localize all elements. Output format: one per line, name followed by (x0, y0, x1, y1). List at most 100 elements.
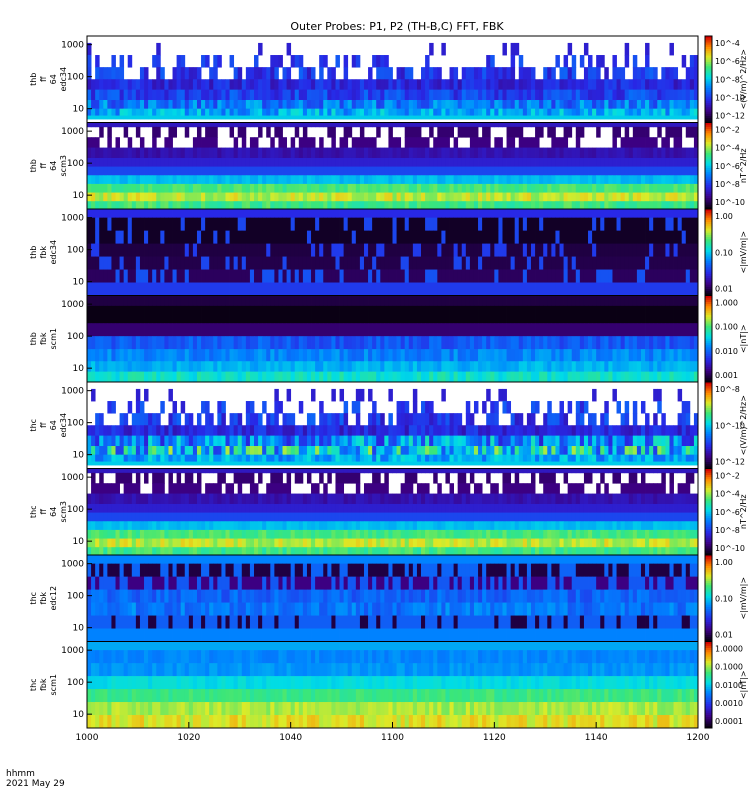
spectrogram-cell (241, 157, 247, 168)
spectrogram-cell (421, 209, 426, 219)
spectrogram-cell (412, 295, 418, 307)
colorbar-segment (705, 282, 712, 286)
spectrogram-cell (91, 269, 96, 283)
colorbar-segment (705, 366, 712, 370)
spectrogram-cell (640, 282, 646, 296)
spectrogram-cell (494, 217, 499, 232)
spectrogram-cell (229, 243, 235, 257)
spectrogram-cell (302, 361, 308, 373)
colorbar-segment (705, 306, 712, 309)
spectrogram-cell (180, 217, 186, 232)
spectrogram-cell (498, 175, 503, 185)
spectrogram-cell (172, 371, 178, 383)
spectrogram-cell (368, 157, 373, 168)
spectrogram-cell (359, 305, 365, 324)
spectrogram-cell (156, 42, 161, 56)
spectrogram-cell (282, 361, 287, 373)
spectrogram-cell (498, 166, 503, 176)
spectrogram-cell (616, 401, 621, 414)
spectrogram-cell (681, 269, 687, 283)
spectrogram-cell (640, 137, 646, 148)
spectrogram-cell (115, 295, 120, 307)
spectrogram-cell (396, 323, 402, 337)
spectrogram-cell (514, 209, 520, 219)
spectrogram-cell (343, 413, 349, 426)
spectrogram-cell (632, 166, 638, 176)
spectrogram-cell (665, 282, 670, 296)
spectrogram-cell (392, 323, 397, 337)
spectrogram-cell (588, 425, 593, 437)
spectrogram-cell (661, 122, 666, 128)
spectrogram-cell (123, 79, 129, 91)
spectrogram-cell (620, 166, 626, 176)
spectrogram-cell (473, 166, 479, 176)
spectrogram-cell (429, 295, 434, 307)
spectrogram-cell (160, 122, 165, 128)
spectrogram-cell (131, 349, 137, 362)
spectrogram-cell (685, 349, 691, 362)
spectrogram-cell (135, 166, 141, 176)
spectrogram-cell (152, 349, 157, 362)
spectrogram-cell (258, 305, 263, 324)
spectrogram-cell (188, 201, 194, 210)
spectrogram-cell (148, 413, 153, 426)
spectrogram-cell (131, 79, 137, 91)
spectrogram-cell (347, 336, 353, 350)
spectrogram-cell (192, 157, 198, 168)
spectrogram-cell (408, 100, 414, 110)
spectrogram-cell (266, 230, 271, 245)
colorbar-segment (705, 289, 712, 292)
colorbar-segment (705, 161, 712, 164)
spectrogram-cell (384, 122, 389, 128)
spectrogram-cell (689, 126, 695, 138)
spectrogram-cell (592, 336, 597, 350)
spectrogram-cell (294, 305, 300, 324)
spectrogram-cell (445, 89, 450, 101)
spectrogram-cell (494, 371, 499, 383)
spectrogram-cell (99, 89, 104, 101)
spectrogram-cell (188, 323, 194, 337)
spectrogram-cell (148, 166, 153, 176)
spectrogram-cell (148, 157, 153, 168)
spectrogram-cell (363, 230, 369, 245)
spectrogram-cell (640, 175, 646, 185)
spectrogram-cell (274, 115, 279, 120)
spectrogram-cell (302, 349, 308, 362)
spectrogram-cell (298, 175, 304, 185)
spectrogram-cell (616, 217, 621, 232)
spectrogram-cell (229, 166, 235, 176)
spectrogram-cell (457, 230, 463, 245)
spectrogram-cell (339, 122, 345, 128)
spectrogram-cell (608, 157, 613, 168)
spectrogram-cell (327, 323, 332, 337)
spectrogram-cell (359, 175, 365, 185)
spectrogram-cell (241, 371, 247, 383)
spectrogram-cell (368, 183, 373, 193)
spectrogram-cell (229, 175, 235, 185)
spectrogram-cell (616, 295, 621, 307)
spectrogram-cell (669, 89, 674, 101)
spectrogram-cell (567, 147, 573, 159)
spectrogram-cell (421, 371, 426, 383)
spectrogram-cell (335, 323, 340, 337)
spectrogram-cell (156, 425, 161, 437)
spectrogram-cell (327, 371, 332, 383)
spectrogram-cell (636, 361, 642, 373)
spectrogram-cell (421, 230, 426, 245)
spectrogram-cell (205, 126, 210, 138)
spectrogram-cell (274, 401, 279, 414)
spectrogram-cell (221, 336, 226, 350)
spectrogram-cell (612, 361, 617, 373)
colorbar-segment (705, 353, 712, 357)
spectrogram-cell (510, 305, 516, 324)
spectrogram-cell (172, 175, 178, 185)
spectrogram-cell (372, 243, 377, 257)
spectrogram-cell (616, 230, 621, 245)
spectrogram-cell (87, 192, 92, 202)
spectrogram-cell (490, 413, 495, 426)
spectrogram-cell (429, 183, 434, 193)
spectrogram-cell (363, 217, 369, 232)
spectrogram-cell (278, 256, 283, 270)
spectrogram-cell (205, 89, 210, 101)
spectrogram-cell (588, 79, 593, 91)
